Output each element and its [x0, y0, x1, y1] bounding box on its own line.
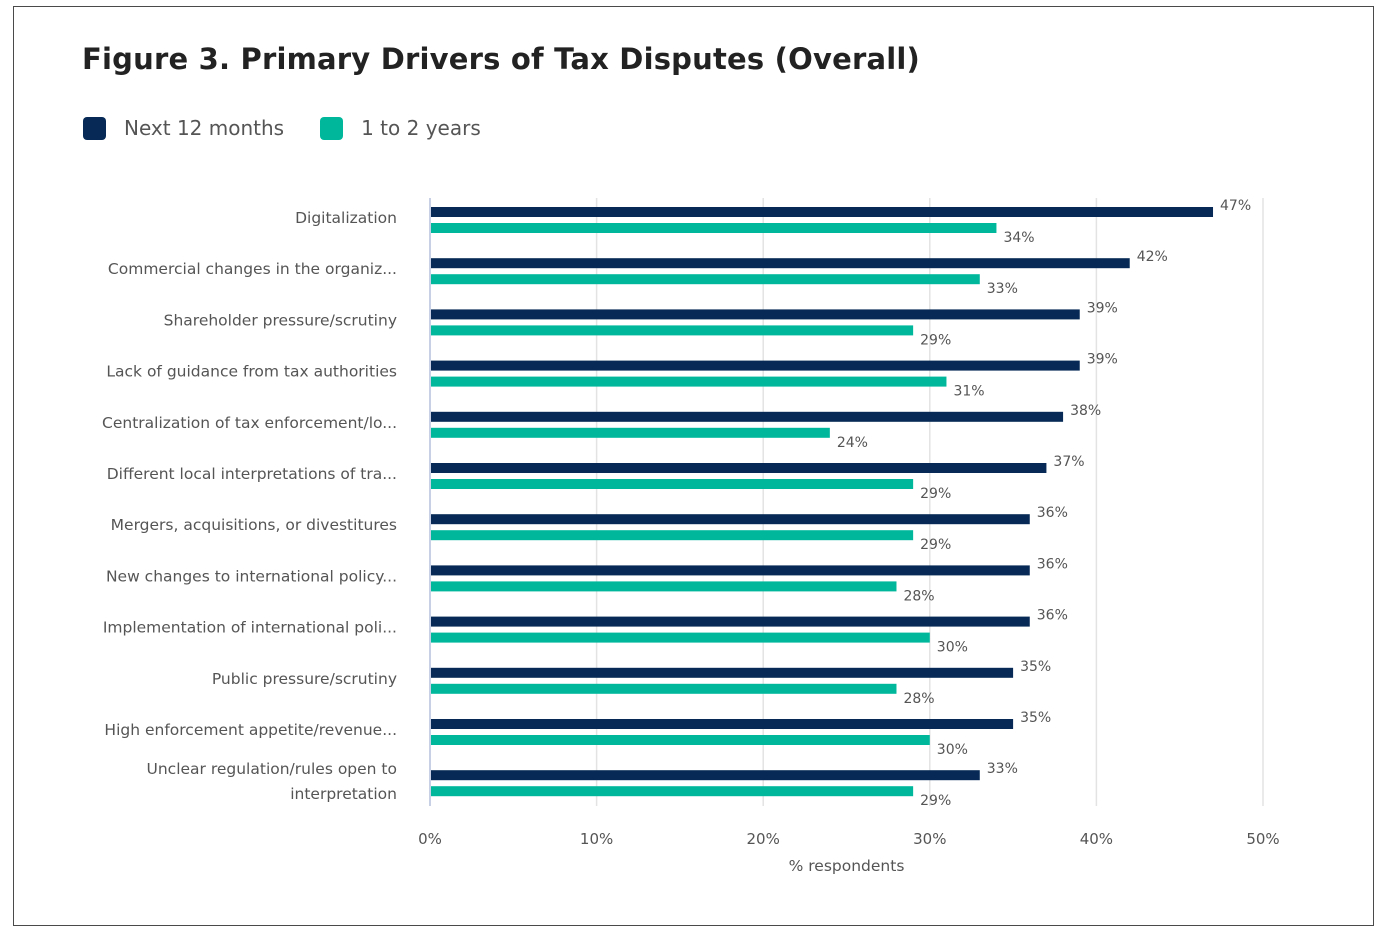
bar — [431, 616, 1030, 627]
data-label: 39% — [1087, 300, 1118, 316]
category-label: Different local interpretations of tra..… — [107, 465, 397, 483]
bar — [431, 719, 1014, 729]
data-label: 39% — [1087, 352, 1118, 368]
data-label: 29% — [920, 332, 951, 348]
bar — [431, 667, 1014, 678]
x-tick-label: 10% — [580, 830, 613, 848]
bar — [431, 223, 997, 233]
category-label: Implementation of international poli... — [103, 619, 397, 637]
bar — [431, 530, 914, 541]
category-label: Commercial changes in the organiz... — [108, 260, 397, 278]
bar — [431, 258, 1130, 269]
category-label: Shareholder pressure/scrutiny — [164, 311, 397, 329]
data-label: 36% — [1037, 556, 1068, 572]
bar-chart: 0% 10% 20% 30% 40% 50% % respondents 47% 34% Digi… — [102, 198, 1280, 875]
data-label: 29% — [920, 537, 951, 553]
bar — [431, 683, 897, 694]
data-label: 47% — [1220, 198, 1251, 214]
bar — [431, 427, 830, 438]
data-label: 33% — [987, 281, 1018, 297]
category-label: Unclear regulation/rules open to — [147, 760, 398, 778]
legend: Next 12 months 1 to 2 years — [83, 116, 517, 140]
x-tick-label: 50% — [1246, 830, 1279, 848]
data-label: 33% — [987, 761, 1018, 777]
bar — [431, 479, 914, 489]
legend-label-next-12-months: Next 12 months — [124, 116, 285, 140]
category-label: New changes to international policy... — [106, 567, 397, 585]
data-label: 36% — [1037, 608, 1068, 624]
data-label: 30% — [937, 742, 968, 758]
category-label: Centralization of tax enforcement/lo... — [102, 414, 397, 432]
data-label: 31% — [953, 384, 984, 400]
category-label: Mergers, acquisitions, or divestitures — [111, 516, 397, 534]
x-tick-label: 40% — [1080, 830, 1113, 848]
bar — [431, 581, 897, 592]
legend-swatch-next-12-months — [83, 116, 106, 140]
bar — [431, 376, 947, 387]
data-label: 35% — [1020, 659, 1051, 675]
x-axis-title: % respondents — [789, 857, 905, 875]
legend-swatch-1-to-2-years — [320, 116, 344, 140]
data-label: 29% — [920, 793, 951, 809]
bar — [431, 309, 1080, 320]
x-tick-label: 30% — [913, 830, 946, 848]
data-label: 28% — [903, 691, 934, 707]
data-label: 24% — [837, 435, 868, 451]
bar — [431, 274, 980, 285]
data-label: 36% — [1037, 505, 1068, 521]
data-label: 30% — [937, 640, 968, 656]
legend-item-1-to-2-years: 1 to 2 years — [320, 116, 481, 140]
data-label: 29% — [920, 486, 951, 502]
x-tick-label: 0% — [418, 830, 442, 848]
bar — [431, 360, 1080, 371]
bar — [431, 325, 914, 336]
bar — [431, 565, 1030, 576]
category-label: Digitalization — [295, 209, 397, 227]
category-label: interpretation — [290, 785, 397, 803]
bar — [431, 735, 930, 745]
data-label: 42% — [1137, 249, 1168, 265]
bar — [431, 463, 1047, 473]
category-label: Lack of guidance from tax authorities — [106, 363, 397, 381]
legend-label-1-to-2-years: 1 to 2 years — [361, 116, 481, 140]
legend-item-next-12-months: Next 12 months — [83, 116, 284, 140]
data-label: 35% — [1020, 710, 1051, 726]
data-label: 38% — [1070, 403, 1101, 419]
data-label: 37% — [1053, 454, 1084, 470]
bar — [431, 514, 1030, 525]
bar — [431, 207, 1214, 217]
bar — [431, 411, 1064, 422]
data-label: 28% — [903, 588, 934, 604]
bar — [431, 786, 914, 797]
bar — [431, 632, 930, 643]
category-label: Public pressure/scrutiny — [212, 670, 397, 688]
category-label: High enforcement appetite/revenue... — [104, 721, 397, 739]
x-tick-label: 20% — [747, 830, 780, 848]
bar — [431, 770, 980, 781]
chart-title: Figure 3. Primary Drivers of Tax Dispute… — [82, 42, 920, 76]
data-label: 34% — [1003, 230, 1034, 246]
